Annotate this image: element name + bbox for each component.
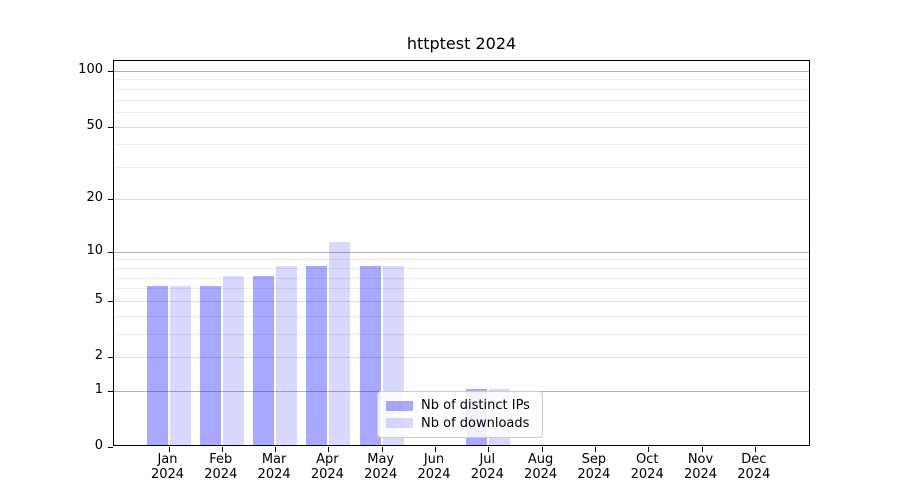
- gridline-minor: [114, 277, 809, 279]
- x-tick-label: Jun 2024: [417, 452, 451, 482]
- bar-distinct-ips: [253, 275, 275, 445]
- bar-distinct-ips: [306, 265, 328, 445]
- x-tick-mark: [754, 447, 756, 452]
- x-tick-mark: [594, 447, 596, 452]
- gridline-minor: [114, 99, 809, 101]
- y-tick-mark: [108, 390, 113, 392]
- gridline-major: [114, 126, 809, 128]
- y-tick-label: 2: [94, 348, 103, 364]
- x-tick-mark: [541, 447, 543, 452]
- y-tick-label: 10: [86, 242, 103, 258]
- legend: Nb of distinct IPs Nb of downloads: [377, 391, 543, 438]
- legend-swatch-downloads: [386, 418, 413, 429]
- y-tick-mark: [108, 126, 113, 128]
- y-tick-label: 1: [94, 381, 103, 397]
- gridline-power10: [114, 251, 809, 253]
- bar-distinct-ips: [146, 286, 168, 445]
- x-tick-mark: [435, 447, 436, 452]
- x-tick-mark: [381, 447, 383, 452]
- x-tick-label: Dec 2024: [737, 452, 771, 482]
- bar-downloads: [222, 275, 244, 445]
- legend-label-distinct-ips: Nb of distinct IPs: [421, 398, 530, 414]
- x-tick-label: Aug 2024: [524, 452, 558, 482]
- x-tick-label: Sep 2024: [577, 452, 611, 482]
- gridline-power10: [114, 70, 809, 72]
- x-tick-label: Mar 2024: [257, 452, 291, 482]
- gridline-minor: [114, 144, 809, 146]
- gridline-minor: [114, 259, 809, 261]
- gridline-major: [114, 300, 809, 302]
- x-tick-mark: [221, 447, 223, 452]
- x-tick-label: Feb 2024: [204, 452, 238, 482]
- y-tick-label: 100: [78, 61, 103, 77]
- gridline-minor: [114, 315, 809, 317]
- gridline-minor: [114, 267, 809, 269]
- legend-label-downloads: Nb of downloads: [421, 415, 530, 431]
- x-tick-label: Oct 2024: [630, 452, 664, 482]
- x-tick-mark: [701, 447, 703, 452]
- gridline-major: [114, 198, 809, 200]
- bar-downloads: [329, 242, 351, 445]
- x-tick-mark: [275, 447, 277, 452]
- y-tick-label: 0: [94, 438, 103, 453]
- x-tick-label: Nov 2024: [683, 452, 718, 482]
- y-tick-mark: [108, 300, 113, 302]
- chart-title: httptest 2024: [406, 34, 517, 53]
- bar-distinct-ips: [359, 265, 381, 445]
- legend-swatch-distinct-ips: [386, 400, 413, 411]
- x-tick-label: Jan 2024: [150, 452, 185, 482]
- y-tick-mark: [108, 198, 113, 200]
- x-tick-label: May 2024: [364, 452, 398, 482]
- y-tick-label: 50: [86, 117, 103, 133]
- x-tick-mark: [488, 447, 490, 452]
- bar-downloads: [169, 286, 191, 445]
- plot-area: [108, 60, 810, 452]
- x-tick-label: Jul 2024: [470, 452, 504, 482]
- x-tick-mark: [168, 447, 170, 452]
- x-tick-mark: [648, 447, 650, 452]
- gridline-minor: [114, 88, 809, 90]
- y-tick-mark: [108, 357, 113, 359]
- y-tick-label: 5: [94, 291, 103, 307]
- bar-downloads: [276, 265, 298, 445]
- legend-item-distinct-ips: Nb of distinct IPs: [386, 398, 533, 413]
- y-tick-mark: [108, 447, 113, 448]
- y-tick-mark: [108, 70, 113, 72]
- gridline-minor: [114, 334, 809, 336]
- y-tick-label: 20: [86, 189, 103, 205]
- x-tick-mark: [328, 447, 330, 452]
- bar-distinct-ips: [199, 286, 221, 445]
- gridline-minor: [114, 79, 809, 81]
- gridline-minor: [114, 288, 809, 290]
- y-tick-mark: [108, 251, 113, 253]
- gridline-minor: [114, 111, 809, 113]
- gridline-minor: [114, 167, 809, 169]
- x-tick-label: Apr 2024: [310, 452, 344, 482]
- gridline-major: [114, 357, 809, 359]
- legend-item-downloads: Nb of downloads: [386, 416, 533, 431]
